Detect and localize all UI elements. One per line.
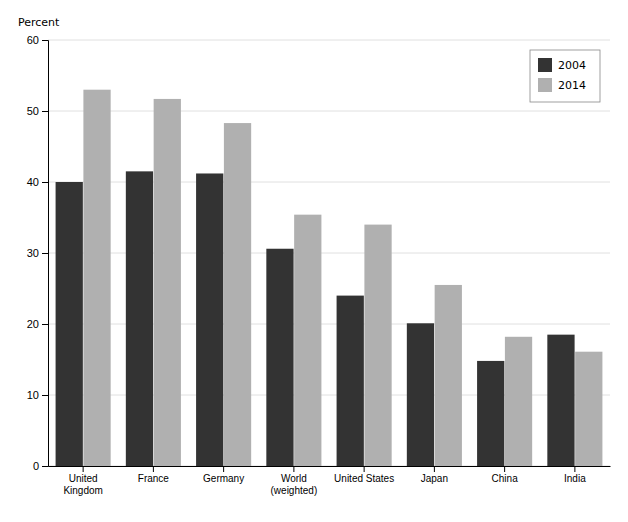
y-tick-label: 20 <box>27 318 39 330</box>
x-tick-mark <box>574 466 575 472</box>
legend-label: 2014 <box>558 79 586 92</box>
y-axis-line <box>42 41 49 467</box>
y-tick: 60 <box>27 34 48 46</box>
x-tick-label: UnitedKingdom <box>63 473 102 496</box>
bar <box>364 225 391 466</box>
bar <box>224 123 251 466</box>
legend-item: 2014 <box>538 78 586 92</box>
x-tick: World(weighted) <box>271 466 318 496</box>
y-tick-label: 40 <box>27 176 39 188</box>
x-axis-line <box>49 466 611 467</box>
legend: 2004 2014 <box>530 50 600 102</box>
x-tick: France <box>138 466 170 484</box>
x-tick: United States <box>334 466 394 484</box>
bar <box>154 99 181 466</box>
y-tick-label: 0 <box>33 460 39 472</box>
bar <box>196 173 223 466</box>
legend-label: 2004 <box>558 59 586 72</box>
bar-series <box>83 90 602 466</box>
x-tick-label: Germany <box>203 473 244 484</box>
y-tick-mark <box>42 40 48 41</box>
y-tick-mark <box>42 324 48 325</box>
x-tick-mark <box>434 466 435 472</box>
x-tick-mark <box>504 466 505 472</box>
bar <box>407 323 434 466</box>
y-label: Percent <box>18 16 60 29</box>
x-tick: Germany <box>203 466 244 484</box>
x-tick: UnitedKingdom <box>63 466 102 496</box>
y-tick-mark <box>42 395 48 396</box>
y-tick-label: 10 <box>27 389 39 401</box>
x-tick-mark <box>153 466 154 472</box>
y-tick: 40 <box>27 176 48 188</box>
grid <box>48 40 610 466</box>
x-tick-label: China <box>492 473 519 484</box>
x-tick-label: France <box>138 473 170 484</box>
x-tick-mark <box>364 466 365 472</box>
y-tick-mark <box>42 253 48 254</box>
chart: UnitedKingdom France Germany World(weighted… <box>0 0 628 522</box>
legend-swatch <box>538 78 552 92</box>
x-tick-mark <box>223 466 224 472</box>
legend-swatch <box>538 58 552 72</box>
x-tick-label: World(weighted) <box>271 473 318 496</box>
bar <box>477 361 504 466</box>
y-tick-label: 60 <box>27 34 39 46</box>
y-tick-label: 50 <box>27 105 39 117</box>
x-tick: China <box>492 466 519 484</box>
x-tick-mark <box>83 466 84 472</box>
y-tick: 20 <box>27 318 48 330</box>
bar <box>83 90 110 466</box>
bar <box>575 352 602 466</box>
y-tick: 50 <box>27 105 48 117</box>
y-axis: 0 10 20 30 40 50 60 <box>27 34 49 472</box>
x-tick: India <box>564 466 586 484</box>
x-tick-label: Japan <box>421 473 448 484</box>
plot: UnitedKingdom France Germany World(weighted… <box>18 16 611 496</box>
legend-item: 2004 <box>538 58 586 72</box>
bar <box>547 335 574 466</box>
bar <box>435 285 462 466</box>
y-tick: 0 <box>33 460 48 472</box>
x-tick-mark <box>293 466 294 472</box>
grid-line <box>48 40 610 41</box>
y-tick-mark <box>42 182 48 183</box>
y-tick: 10 <box>27 389 48 401</box>
x-axis: UnitedKingdom France Germany World(weighted… <box>49 466 611 496</box>
grid-line <box>48 111 610 112</box>
x-tick: Japan <box>421 466 448 484</box>
y-tick-label: 30 <box>27 247 39 259</box>
bar-series <box>56 171 575 466</box>
legend-frame <box>530 50 600 102</box>
bars <box>56 90 603 466</box>
bar <box>337 296 364 466</box>
bar <box>126 171 153 466</box>
bar <box>505 337 532 466</box>
y-tick-mark <box>42 111 48 112</box>
x-tick-label: United States <box>334 473 394 484</box>
bar <box>56 182 83 466</box>
y-tick-mark <box>42 466 48 467</box>
bar <box>294 215 321 466</box>
bar <box>266 249 293 466</box>
x-tick-label: India <box>564 473 586 484</box>
y-tick: 30 <box>27 247 48 259</box>
